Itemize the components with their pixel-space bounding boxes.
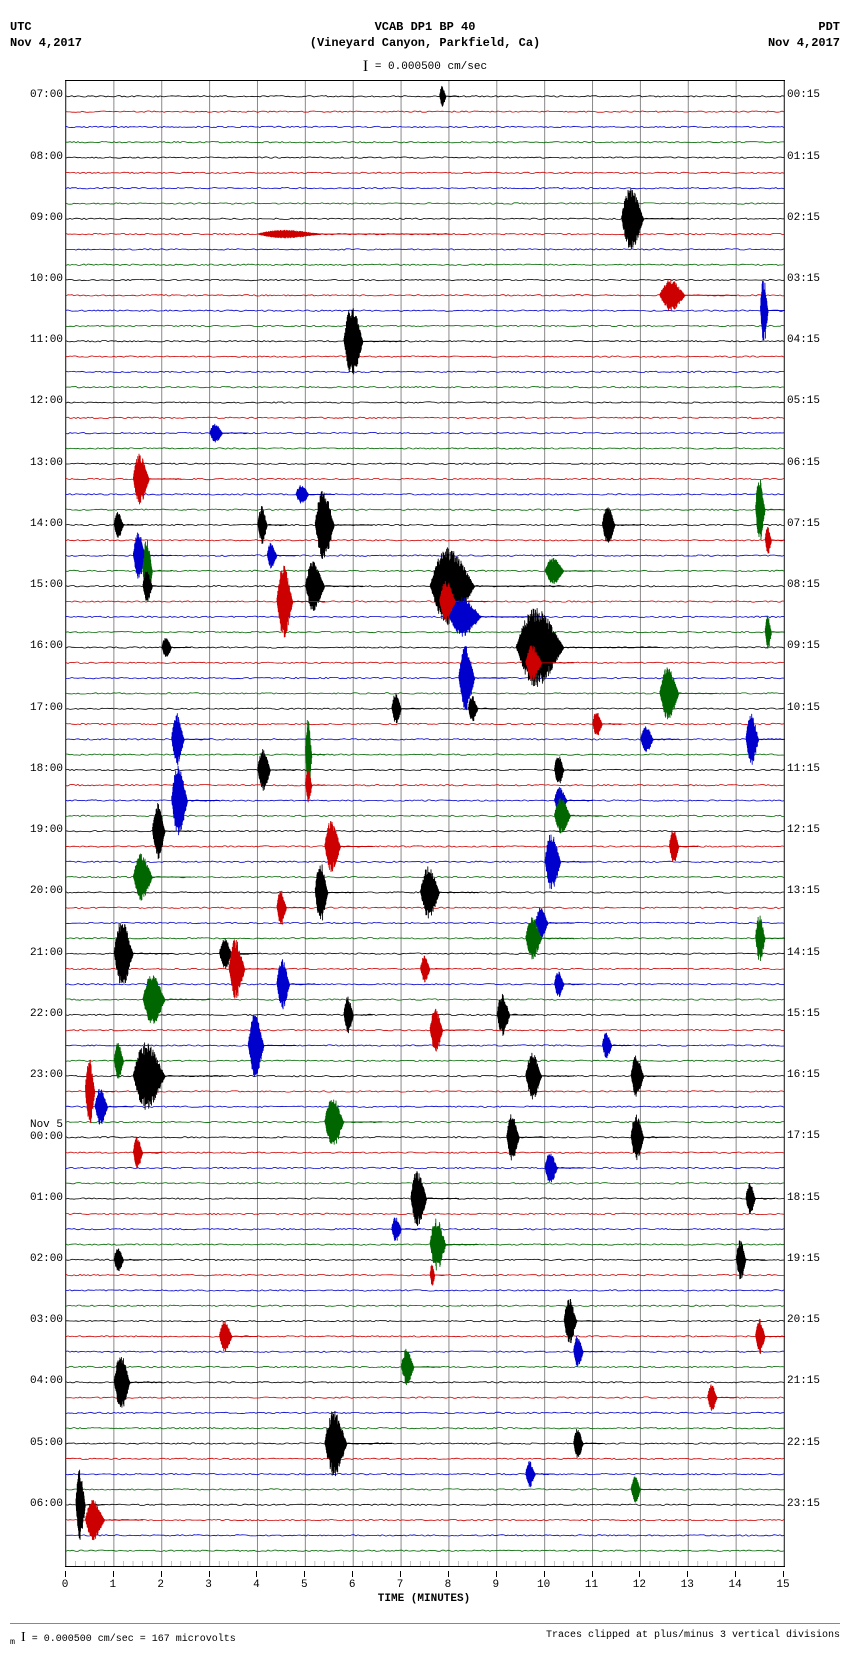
xtick: 9 — [492, 1579, 499, 1591]
ytick-left: 21:00 — [30, 947, 63, 959]
xtick: 6 — [349, 1579, 356, 1591]
scale-value: = 0.000500 cm/sec — [375, 61, 487, 73]
ytick-right: 22:15 — [787, 1437, 820, 1449]
xaxis-label: TIME (MINUTES) — [378, 1593, 470, 1605]
ytick-right: 19:15 — [787, 1253, 820, 1265]
ytick-left: Nov 500:00 — [30, 1120, 63, 1144]
ytick-right: 08:15 — [787, 579, 820, 591]
trace-canvas — [66, 81, 784, 1566]
ytick-right: 18:15 — [787, 1192, 820, 1204]
ytick-left: 09:00 — [30, 212, 63, 224]
ytick-right: 11:15 — [787, 763, 820, 775]
ytick-right: 12:15 — [787, 824, 820, 836]
xtick: 2 — [157, 1579, 164, 1591]
seismogram-plot: UTC Nov 4,2017 VCAB DP1 BP 40 (Vineyard … — [10, 20, 840, 1647]
ytick-left: 11:00 — [30, 334, 63, 346]
ytick-left: 19:00 — [30, 824, 63, 836]
ytick-right: 17:15 — [787, 1130, 820, 1142]
ytick-left: 04:00 — [30, 1375, 63, 1387]
footer: m I = 0.000500 cm/sec = 167 microvolts T… — [10, 1623, 840, 1647]
xtick: 13 — [681, 1579, 694, 1591]
yaxis-right: 00:15 01:15 02:15 03:15 04:15 05:15 06:15 07:15… — [785, 80, 840, 1565]
xtick: 1 — [110, 1579, 117, 1591]
footer-right: Traces clipped at plus/minus 3 vertical … — [546, 1630, 840, 1647]
title-line1: VCAB DP1 BP 40 — [375, 20, 476, 34]
xtick: 12 — [633, 1579, 646, 1591]
xtick: 11 — [585, 1579, 598, 1591]
ytick-left: 12:00 — [30, 395, 63, 407]
date-right-label: Nov 4,2017 — [768, 36, 840, 50]
ytick-left: 14:00 — [30, 518, 63, 530]
xtick: 5 — [301, 1579, 308, 1591]
ytick-left: 03:00 — [30, 1314, 63, 1326]
ytick-left: 16:00 — [30, 640, 63, 652]
xtick: 15 — [776, 1579, 789, 1591]
ytick-right: 23:15 — [787, 1498, 820, 1510]
ytick-right: 15:15 — [787, 1008, 820, 1020]
ytick-left: 10:00 — [30, 273, 63, 285]
xtick: 0 — [62, 1579, 69, 1591]
ytick-right: 05:15 — [787, 395, 820, 407]
ytick-right: 09:15 — [787, 640, 820, 652]
ytick-right: 07:15 — [787, 518, 820, 530]
ytick-left: 06:00 — [30, 1498, 63, 1510]
ytick-left: 23:00 — [30, 1069, 63, 1081]
tz-right-label: PDT — [818, 20, 840, 34]
date-left-label: Nov 4,2017 — [10, 36, 82, 50]
ytick-right: 13:15 — [787, 885, 820, 897]
ytick-left: 17:00 — [30, 702, 63, 714]
ytick-right: 16:15 — [787, 1069, 820, 1081]
ytick-right: 02:15 — [787, 212, 820, 224]
tz-left-label: UTC — [10, 20, 32, 34]
ytick-right: 04:15 — [787, 334, 820, 346]
ytick-left: 13:00 — [30, 457, 63, 469]
footer-left-text: = 0.000500 cm/sec = 167 microvolts — [32, 1634, 236, 1645]
ytick-left: 07:00 — [30, 89, 63, 101]
tz-right: PDT Nov 4,2017 — [750, 20, 840, 51]
yaxis-left: 07:00 08:00 09:00 10:00 11:00 12:00 13:00 14:00… — [10, 80, 65, 1565]
tz-left: UTC Nov 4,2017 — [10, 20, 100, 51]
xtick: 3 — [205, 1579, 212, 1591]
ytick-right: 21:15 — [787, 1375, 820, 1387]
xtick: 10 — [537, 1579, 550, 1591]
header: UTC Nov 4,2017 VCAB DP1 BP 40 (Vineyard … — [10, 20, 840, 76]
xtick: 8 — [445, 1579, 452, 1591]
ytick-right: 20:15 — [787, 1314, 820, 1326]
ytick-left: 05:00 — [30, 1437, 63, 1449]
xtick: 4 — [253, 1579, 260, 1591]
ytick-left: 08:00 — [30, 151, 63, 163]
scale-note: I = 0.000500 cm/sec — [100, 55, 750, 76]
plot-wrap: 07:00 08:00 09:00 10:00 11:00 12:00 13:00 14:00… — [10, 80, 840, 1567]
ytick-left: 15:00 — [30, 579, 63, 591]
xaxis: TIME (MINUTES) 0123456789101112131415 — [65, 1571, 783, 1611]
plot-area — [65, 80, 785, 1567]
ytick-left: 20:00 — [30, 885, 63, 897]
xtick: 7 — [397, 1579, 404, 1591]
ytick-right: 10:15 — [787, 702, 820, 714]
ytick-right: 01:15 — [787, 151, 820, 163]
ytick-right: 00:15 — [787, 89, 820, 101]
title: VCAB DP1 BP 40 (Vineyard Canyon, Parkfie… — [100, 20, 750, 76]
ytick-left: 01:00 — [30, 1192, 63, 1204]
xtick: 14 — [729, 1579, 742, 1591]
ytick-right: 06:15 — [787, 457, 820, 469]
ytick-left: 22:00 — [30, 1008, 63, 1020]
ytick-right: 03:15 — [787, 273, 820, 285]
ytick-left: 02:00 — [30, 1253, 63, 1265]
ytick-left: 18:00 — [30, 763, 63, 775]
title-line2: (Vineyard Canyon, Parkfield, Ca) — [310, 36, 540, 50]
ytick-right: 14:15 — [787, 947, 820, 959]
footer-left: m I = 0.000500 cm/sec = 167 microvolts — [10, 1630, 236, 1647]
